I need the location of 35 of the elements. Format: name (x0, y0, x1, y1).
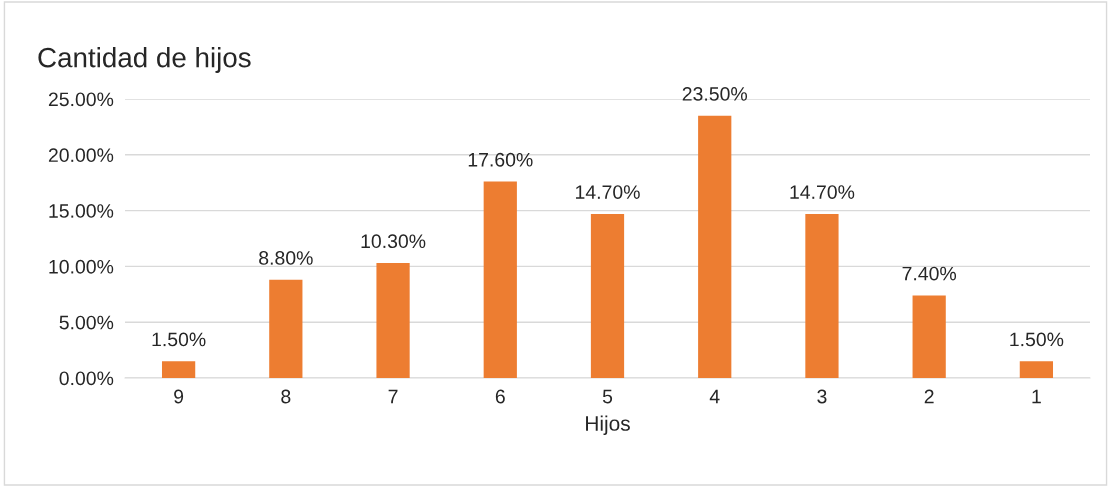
x-tick-label: 9 (174, 389, 184, 404)
y-tick-label: 0.00% (59, 371, 114, 386)
bar (698, 115, 732, 378)
data-label: 10.30% (361, 234, 426, 249)
bar (269, 279, 303, 378)
bar (376, 263, 410, 378)
bar (161, 361, 196, 378)
data-label: 14.70% (790, 185, 855, 199)
data-label: 7.40% (902, 266, 957, 281)
y-tick-label: 15.00% (49, 204, 114, 218)
data-label: 17.60% (468, 152, 533, 167)
x-tick-label: 7 (388, 389, 398, 404)
data-label: 8.80% (259, 251, 313, 265)
data-label: 1.50% (1010, 332, 1064, 347)
x-tick-label: 5 (602, 389, 613, 404)
bar (805, 213, 839, 378)
bar (590, 213, 625, 378)
y-tick-label: 25.00% (48, 92, 114, 107)
bar (912, 295, 946, 378)
y-tick-label: 10.00% (49, 259, 114, 274)
x-axis-title: Hijos (586, 415, 630, 435)
bar (1019, 361, 1054, 378)
x-tick-label: 8 (281, 389, 291, 404)
data-label: 23.50% (682, 87, 748, 101)
x-tick-label: 2 (924, 389, 934, 404)
bar (483, 181, 517, 378)
x-tick-label: 4 (709, 389, 720, 404)
y-tick-label: 5.00% (59, 315, 114, 330)
chart-title: Cantidad de hijos (38, 47, 251, 73)
y-tick-label: 20.00% (48, 148, 114, 163)
x-tick-label: 1 (1032, 389, 1041, 404)
data-label: 1.50% (152, 332, 206, 347)
x-tick-label: 6 (495, 389, 505, 404)
data-label: 14.70% (576, 185, 640, 199)
x-tick-label: 3 (817, 389, 827, 404)
